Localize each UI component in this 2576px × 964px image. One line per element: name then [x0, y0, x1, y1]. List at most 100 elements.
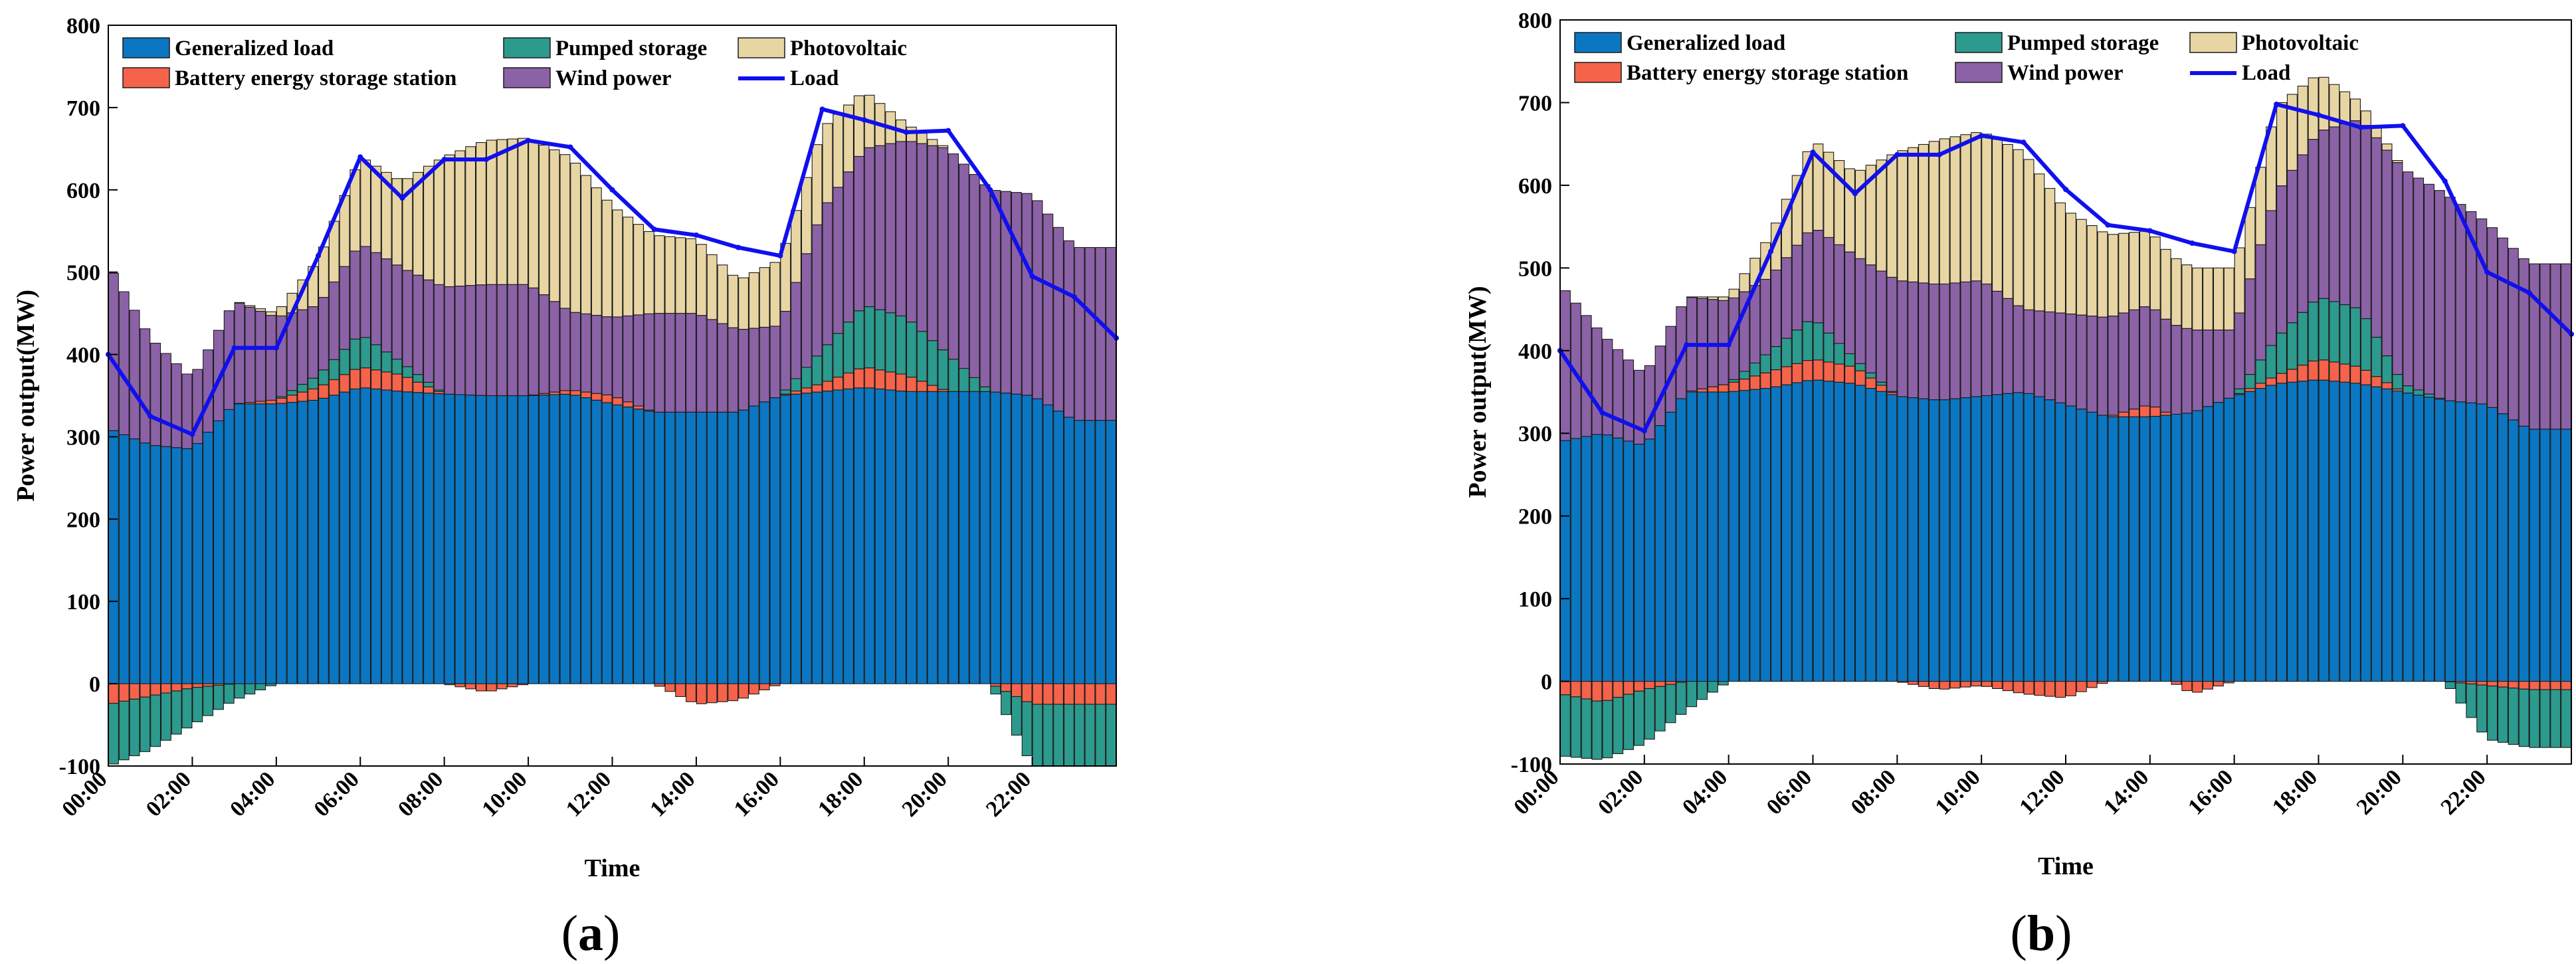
bar-generalized-load-90 — [1053, 411, 1064, 684]
legend-a: Generalized load Battery energy storage s… — [122, 37, 907, 90]
point-load-11 — [2021, 140, 2027, 145]
y-tick-label: 200 — [1518, 505, 1552, 530]
bar-generalized-load-61 — [748, 405, 759, 684]
point-load-23 — [2526, 290, 2532, 296]
bar-photovoltaic-78 — [927, 139, 938, 146]
point-load-15 — [2189, 241, 2195, 246]
bar-photovoltaic-42 — [2002, 144, 2013, 299]
bar-generalized-load-8 — [1644, 438, 1655, 682]
bar-photovoltaic-12 — [1686, 296, 1698, 298]
bar-photovoltaic-16 — [276, 306, 287, 317]
bar-wind-power-0 — [108, 272, 119, 431]
bar-generalized-load-94 — [2550, 429, 2561, 682]
bar-wind-power-69 — [2286, 169, 2298, 324]
x-tick-label: 02:00 — [142, 767, 196, 821]
bar-generalized-load-50 — [633, 409, 644, 684]
bar-wind-power-44 — [570, 312, 581, 391]
bar-battery-energy-storage-station-91 — [1063, 683, 1074, 705]
bar-battery-energy-storage-station-86 — [1011, 683, 1022, 698]
point-load-13 — [2105, 222, 2111, 228]
bar-pumped-storage-16 — [1728, 379, 1739, 383]
bar-photovoltaic-61 — [2203, 267, 2214, 331]
bar-wind-power-34 — [465, 285, 476, 396]
bar-wind-power-82 — [969, 173, 980, 378]
bar-battery-energy-storage-station-5 — [1613, 681, 1624, 698]
bar-wind-power-50 — [633, 314, 644, 407]
bar-battery-energy-storage-station-8 — [192, 683, 203, 688]
bar-generalized-load-1 — [1570, 438, 1581, 682]
bar-generalized-load-78 — [2381, 388, 2393, 682]
bar-pumped-storage-4 — [1602, 700, 1613, 759]
bar-battery-energy-storage-station-5 — [160, 683, 171, 694]
bar-photovoltaic-71 — [853, 95, 864, 157]
bar-photovoltaic-32 — [1897, 150, 1908, 282]
bar-battery-energy-storage-station-38 — [507, 683, 518, 688]
bar-photovoltaic-66 — [801, 177, 812, 254]
bar-wind-power-47 — [601, 316, 613, 395]
bar-wind-power-53 — [2118, 312, 2130, 413]
bar-wind-power-94 — [2550, 263, 2561, 430]
bar-photovoltaic-46 — [591, 187, 602, 316]
bar-pumped-storage-14 — [1707, 681, 1718, 693]
bar-battery-energy-storage-station-28 — [1854, 370, 1866, 386]
bar-pumped-storage-23 — [1802, 321, 1813, 361]
x-tick-label: 08:00 — [1846, 765, 1901, 819]
bar-wind-power-50 — [2086, 316, 2098, 413]
bar-pumped-storage-70 — [2297, 312, 2308, 366]
x-tick-label: 06:00 — [1762, 765, 1817, 819]
bar-battery-energy-storage-station-33 — [1908, 681, 1919, 685]
bar-pumped-storage-80 — [948, 358, 959, 392]
bar-generalized-load-58 — [2171, 413, 2182, 682]
x-tick-label: 12:00 — [2015, 765, 2069, 819]
x-axis-title: Time — [585, 854, 641, 882]
bar-generalized-load-20 — [1771, 386, 1781, 682]
bar-generalized-load-26 — [1834, 381, 1845, 682]
bar-photovoltaic-64 — [2234, 247, 2245, 314]
bar-generalized-load-30 — [1876, 391, 1887, 682]
bar-generalized-load-30 — [423, 393, 434, 684]
point-load-20 — [2400, 123, 2406, 129]
bar-wind-power-43 — [559, 308, 571, 391]
bar-pumped-storage-29 — [413, 374, 424, 383]
bar-wind-power-2 — [129, 310, 140, 440]
point-load-20 — [945, 128, 951, 134]
bar-generalized-load-92 — [2529, 429, 2540, 682]
bar-generalized-load-87 — [1021, 395, 1033, 684]
bar-pumped-storage-92 — [1074, 704, 1085, 766]
bar-generalized-load-64 — [780, 395, 791, 684]
legend-label-wind-power: Wind power — [2007, 61, 2124, 85]
bar-wind-power-22 — [1791, 244, 1803, 331]
bar-generalized-load-14 — [1707, 391, 1718, 682]
bar-battery-energy-storage-station-78 — [927, 385, 938, 392]
bar-generalized-load-6 — [171, 447, 182, 684]
bar-battery-energy-storage-station-43 — [2013, 681, 2024, 694]
bar-battery-energy-storage-station-63 — [769, 683, 781, 686]
bar-battery-energy-storage-station-54 — [675, 683, 686, 698]
bar-photovoltaic-39 — [518, 138, 529, 285]
bar-wind-power-72 — [864, 147, 875, 308]
bar-generalized-load-95 — [1106, 420, 1116, 684]
bar-battery-energy-storage-station-27 — [391, 373, 403, 392]
bar-pumped-storage-76 — [906, 322, 917, 378]
bar-wind-power-70 — [843, 171, 854, 323]
bar-wind-power-54 — [2129, 309, 2140, 410]
bar-wind-power-3 — [1591, 328, 1603, 435]
bar-generalized-load-83 — [979, 391, 991, 684]
point-load-17 — [2274, 101, 2280, 107]
bar-wind-power-37 — [1949, 282, 1961, 399]
x-axis-title: Time — [2038, 852, 2094, 880]
bar-wind-power-62 — [759, 326, 770, 403]
bar-photovoltaic-41 — [1991, 139, 2003, 292]
bar-wind-power-86 — [1011, 192, 1022, 395]
bar-generalized-load-18 — [1749, 389, 1761, 682]
y-tick-label: 700 — [1518, 91, 1552, 116]
legend-swatch-generalized-load — [1574, 32, 1622, 53]
bar-battery-energy-storage-station-46 — [2044, 681, 2056, 697]
bar-generalized-load-28 — [402, 391, 413, 684]
bar-wind-power-32 — [444, 286, 455, 395]
bar-photovoltaic-68 — [2276, 102, 2287, 187]
bar-pumped-storage-76 — [2360, 318, 2371, 371]
bar-battery-energy-storage-station-75 — [2350, 365, 2361, 384]
bar-battery-energy-storage-station-86 — [2466, 681, 2477, 684]
bar-generalized-load-83 — [2434, 399, 2445, 682]
